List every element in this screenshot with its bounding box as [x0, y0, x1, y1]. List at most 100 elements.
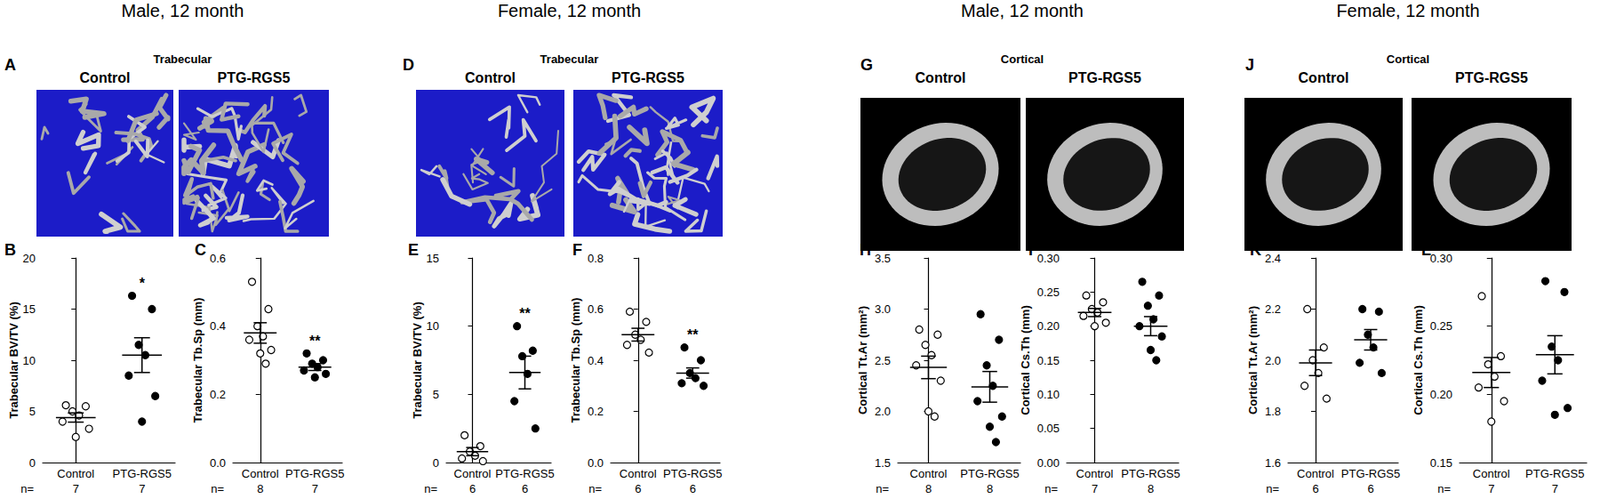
- svg-text:1.5: 1.5: [874, 456, 891, 470]
- svg-text:0.05: 0.05: [1037, 421, 1060, 435]
- svg-text:**: **: [519, 305, 531, 321]
- svg-text:2.4: 2.4: [1264, 251, 1281, 265]
- svg-text:0.4: 0.4: [209, 319, 226, 333]
- svg-text:D: D: [402, 56, 415, 74]
- svg-text:I: I: [1028, 240, 1033, 259]
- svg-text:0.30: 0.30: [1037, 251, 1060, 265]
- svg-text:0.2: 0.2: [209, 387, 226, 401]
- svg-text:n=: n=: [1265, 481, 1280, 496]
- svg-text:C: C: [194, 240, 207, 259]
- svg-text:0.2: 0.2: [587, 404, 604, 418]
- svg-text:1.6: 1.6: [1264, 456, 1281, 470]
- svg-text:6: 6: [1367, 481, 1374, 496]
- svg-text:Control: Control: [80, 70, 131, 86]
- svg-text:8: 8: [256, 481, 264, 496]
- svg-text:7: 7: [312, 481, 319, 496]
- svg-text:6: 6: [469, 481, 476, 496]
- svg-text:Trabecular Tb.Sp (mm): Trabecular Tb.Sp (mm): [568, 297, 583, 424]
- svg-text:n=: n=: [20, 481, 34, 496]
- svg-text:8: 8: [925, 481, 932, 496]
- svg-text:7: 7: [138, 481, 145, 496]
- svg-text:A: A: [4, 56, 16, 74]
- svg-text:PTG-RGS5: PTG-RGS5: [285, 466, 344, 480]
- svg-text:3.5: 3.5: [874, 251, 891, 265]
- svg-text:3.0: 3.0: [874, 302, 891, 316]
- svg-text:J: J: [1245, 56, 1255, 74]
- svg-text:6: 6: [521, 481, 528, 496]
- svg-text:Cortical: Cortical: [1386, 52, 1430, 66]
- svg-text:7: 7: [1091, 481, 1098, 496]
- svg-text:n=: n=: [1044, 481, 1058, 496]
- svg-text:5: 5: [432, 387, 440, 401]
- svg-text:0.20: 0.20: [1430, 387, 1453, 401]
- svg-text:F: F: [572, 240, 583, 259]
- svg-text:2.5: 2.5: [874, 353, 891, 368]
- svg-text:Control: Control: [1472, 466, 1511, 480]
- svg-text:Male, 12 month: Male, 12 month: [121, 0, 245, 21]
- svg-text:0.0: 0.0: [587, 456, 604, 470]
- svg-text:10: 10: [426, 319, 440, 333]
- svg-text:E: E: [408, 240, 419, 259]
- svg-text:*: *: [139, 275, 146, 291]
- svg-text:**: **: [687, 327, 699, 343]
- svg-text:Trabecular: Trabecular: [540, 52, 600, 66]
- svg-text:PTG-RGS5: PTG-RGS5: [1068, 70, 1142, 86]
- svg-text:8: 8: [1147, 481, 1154, 496]
- svg-text:Cortical Cs.Th (mm): Cortical Cs.Th (mm): [1018, 304, 1032, 416]
- svg-text:Control: Control: [454, 466, 492, 480]
- svg-text:0.4: 0.4: [587, 353, 604, 368]
- svg-text:Control: Control: [1298, 70, 1350, 86]
- svg-text:PTG-RGS5: PTG-RGS5: [663, 466, 722, 480]
- svg-text:B: B: [4, 240, 16, 259]
- svg-text:0.0: 0.0: [209, 456, 226, 470]
- svg-text:0.25: 0.25: [1037, 285, 1060, 299]
- svg-text:6: 6: [1312, 481, 1319, 496]
- svg-text:0.25: 0.25: [1430, 319, 1453, 333]
- svg-text:Trabecular BV/TV (%): Trabecular BV/TV (%): [410, 301, 424, 418]
- svg-text:PTG-RGS5: PTG-RGS5: [112, 466, 172, 480]
- svg-text:7: 7: [72, 481, 80, 496]
- svg-text:Male, 12 month: Male, 12 month: [960, 0, 1084, 21]
- svg-text:6: 6: [689, 481, 696, 496]
- svg-text:Female, 12 month: Female, 12 month: [1336, 0, 1480, 21]
- svg-text:Control: Control: [464, 70, 516, 86]
- svg-text:PTG-RGS5: PTG-RGS5: [1525, 466, 1584, 480]
- svg-text:Trabecular Tb.Sp (mm): Trabecular Tb.Sp (mm): [191, 297, 205, 424]
- svg-text:0.10: 0.10: [1037, 387, 1060, 401]
- svg-text:L: L: [1421, 240, 1432, 259]
- svg-text:2.0: 2.0: [1264, 353, 1281, 368]
- svg-text:n=: n=: [210, 481, 224, 496]
- svg-text:2.0: 2.0: [874, 404, 891, 418]
- svg-text:Control: Control: [910, 466, 948, 480]
- svg-text:PTG-RGS5: PTG-RGS5: [611, 70, 685, 86]
- svg-text:PTG-RGS5: PTG-RGS5: [1120, 466, 1180, 480]
- svg-text:Cortical: Cortical: [1000, 52, 1044, 66]
- svg-text:2.2: 2.2: [1264, 302, 1281, 316]
- svg-text:20: 20: [23, 251, 36, 265]
- svg-text:7: 7: [1552, 481, 1559, 496]
- svg-text:Control: Control: [915, 70, 967, 86]
- svg-text:Control: Control: [1076, 466, 1114, 480]
- svg-text:PTG-RGS5: PTG-RGS5: [1455, 70, 1528, 86]
- svg-text:0.30: 0.30: [1430, 251, 1453, 265]
- svg-text:PTG-RGS5: PTG-RGS5: [1341, 466, 1400, 480]
- svg-text:PTG-RGS5: PTG-RGS5: [495, 466, 554, 480]
- svg-text:n=: n=: [424, 481, 438, 496]
- svg-text:Female, 12 month: Female, 12 month: [497, 0, 641, 21]
- svg-text:Control: Control: [619, 466, 657, 480]
- svg-text:PTG-RGS5: PTG-RGS5: [960, 466, 1019, 480]
- svg-text:15: 15: [426, 251, 440, 265]
- svg-text:Control: Control: [56, 466, 95, 480]
- svg-text:n=: n=: [1437, 481, 1451, 496]
- svg-text:0.00: 0.00: [1037, 456, 1060, 470]
- svg-text:0.15: 0.15: [1037, 353, 1060, 368]
- svg-text:n=: n=: [588, 481, 602, 496]
- svg-text:n=: n=: [875, 481, 889, 496]
- svg-text:0: 0: [29, 456, 36, 470]
- svg-text:6: 6: [634, 481, 641, 496]
- svg-text:5: 5: [29, 404, 36, 418]
- svg-text:**: **: [309, 333, 321, 349]
- svg-text:H: H: [859, 240, 872, 259]
- svg-text:8: 8: [986, 481, 993, 496]
- svg-text:PTG-RGS5: PTG-RGS5: [217, 70, 291, 86]
